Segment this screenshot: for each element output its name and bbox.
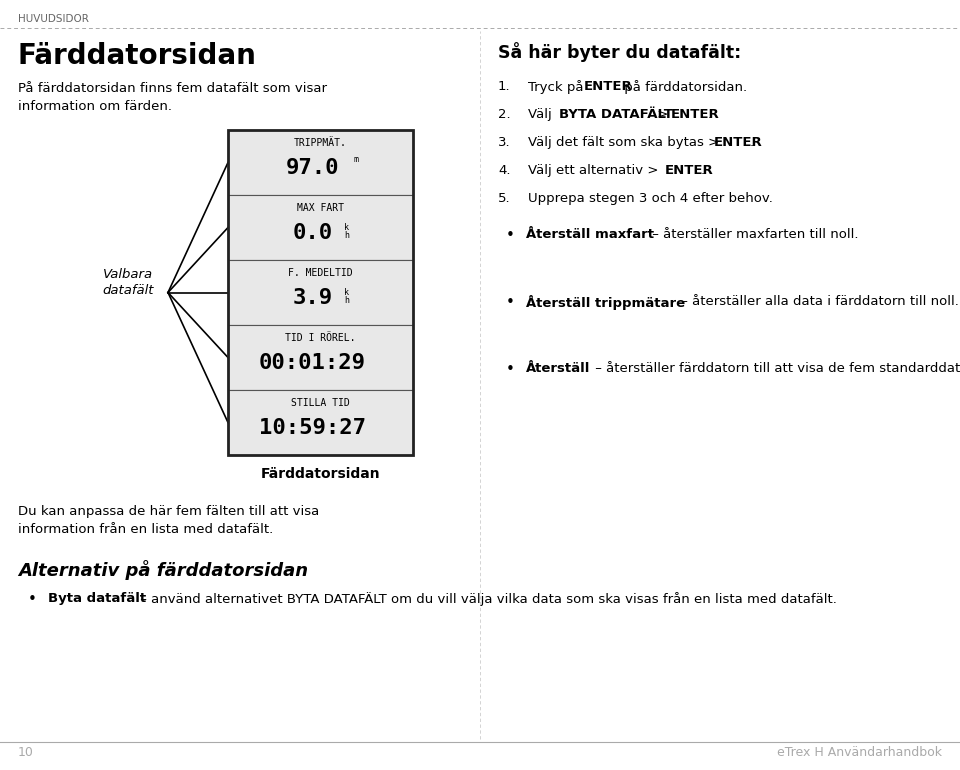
Text: 10: 10 [18,745,34,758]
Text: BYTA DATAFÄLT: BYTA DATAFÄLT [559,108,673,121]
Text: Färddatorsidan: Färddatorsidan [18,42,257,70]
Text: Återställ: Återställ [526,363,590,376]
Text: Så här byter du datafält:: Så här byter du datafält: [498,42,741,62]
Text: •: • [506,295,515,310]
Text: 10:59:27: 10:59:27 [259,418,366,438]
Text: k
h: k h [344,288,349,305]
Text: •: • [506,228,515,243]
Text: 2.: 2. [498,108,511,121]
Text: Välj ett alternativ >: Välj ett alternativ > [528,164,662,177]
Text: 3.9: 3.9 [293,288,332,308]
Bar [228,130,413,195]
Text: ENTER: ENTER [714,136,763,149]
Text: Återställ trippmätare: Återställ trippmätare [526,295,685,310]
Text: Alternativ på färddatorsidan: Alternativ på färddatorsidan [18,560,308,580]
Text: k
h: k h [344,223,349,240]
Text: Välj det fält som ska bytas >: Välj det fält som ska bytas > [528,136,724,149]
Text: 3.: 3. [498,136,511,149]
Text: Valbara
datafält: Valbara datafält [103,268,154,297]
Bar [228,260,413,325]
Text: •: • [506,363,515,377]
Text: .: . [750,136,755,149]
Text: ENTER: ENTER [671,108,720,121]
Text: ENTER: ENTER [584,80,633,93]
Text: 97.0: 97.0 [286,158,339,178]
Text: 0.0: 0.0 [293,223,332,243]
Text: TRIPPMÄT.: TRIPPMÄT. [294,138,347,148]
Text: 1.: 1. [498,80,511,93]
Text: HUVUDSIDOR: HUVUDSIDOR [18,14,89,24]
Text: Välj: Välj [528,108,556,121]
Text: På färddatorsidan finns fem datafält som visar
information om färden.: På färddatorsidan finns fem datafält som… [18,82,327,113]
Text: .: . [708,108,711,121]
Text: Återställ maxfart: Återställ maxfart [526,228,654,241]
Text: – återställer färddatorn till att visa de fem standarddatafälten.: – återställer färddatorn till att visa d… [590,363,960,376]
Text: STILLA TID: STILLA TID [291,398,349,408]
Text: – återställer alla data i färddatorn till noll.: – återställer alla data i färddatorn til… [677,295,959,308]
Text: 00:01:29: 00:01:29 [259,353,366,373]
Text: – använd alternativet BYTA DATAFÄLT om du vill välja vilka data som ska visas fr: – använd alternativet BYTA DATAFÄLT om d… [136,592,837,606]
Text: TID I RÖREL.: TID I RÖREL. [285,333,356,343]
Text: 5.: 5. [498,192,511,205]
Text: Byta datafält: Byta datafält [48,592,146,605]
Text: – återställer maxfarten till noll.: – återställer maxfarten till noll. [648,228,859,241]
Text: F. MEDELTID: F. MEDELTID [288,268,353,278]
Text: Du kan anpassa de här fem fälten till att visa
information från en lista med dat: Du kan anpassa de här fem fälten till at… [18,505,320,536]
Bar [228,130,413,455]
Text: MAX FART: MAX FART [297,203,344,213]
Bar [228,195,413,260]
Bar [228,325,413,390]
Text: på färddatorsidan.: på färddatorsidan. [620,80,747,94]
Text: eTrex H Användarhandbok: eTrex H Användarhandbok [777,745,942,758]
Text: ENTER: ENTER [664,164,713,177]
Bar [228,390,413,455]
Text: .: . [701,164,705,177]
Text: 4.: 4. [498,164,511,177]
Text: Färddatorsidan: Färddatorsidan [261,467,380,481]
Text: •: • [28,592,36,607]
Text: m: m [353,155,358,164]
Text: Tryck på: Tryck på [528,80,588,94]
Text: Upprepa stegen 3 och 4 efter behov.: Upprepa stegen 3 och 4 efter behov. [528,192,773,205]
Text: >: > [653,108,672,121]
